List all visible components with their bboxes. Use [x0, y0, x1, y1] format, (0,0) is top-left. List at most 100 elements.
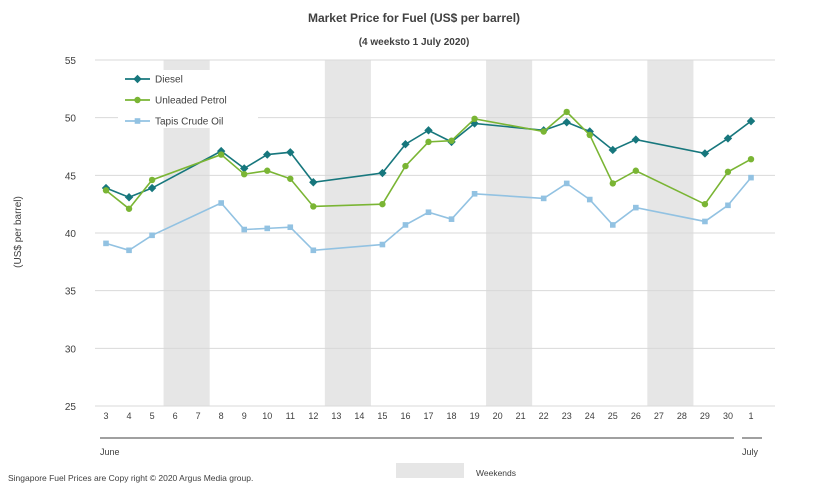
data-point: [379, 241, 386, 248]
data-point: [633, 204, 639, 211]
data-point: [102, 187, 110, 194]
x-tick-label: 24: [585, 411, 595, 421]
data-point: [563, 108, 570, 116]
month-label: June: [100, 447, 120, 457]
copyright-note: Singapore Fuel Prices are Copy right © 2…: [8, 473, 253, 483]
month-label: July: [742, 447, 759, 457]
data-point: [147, 183, 157, 193]
x-tick-label: 25: [608, 411, 618, 421]
x-tick-label: 13: [331, 411, 341, 421]
x-tick-label: 12: [308, 411, 318, 421]
data-point: [701, 200, 709, 208]
data-point: [241, 170, 248, 178]
data-point: [264, 225, 271, 232]
x-tick-label: 17: [423, 411, 433, 421]
data-point: [310, 247, 317, 254]
data-point: [134, 118, 141, 124]
data-point: [287, 175, 294, 182]
data-point: [631, 135, 641, 144]
x-tick-label: 22: [539, 411, 549, 421]
y-tick-label: 45: [65, 171, 77, 182]
x-tick-label: 28: [677, 411, 687, 421]
x-tick-label: 16: [400, 411, 410, 421]
data-point: [287, 224, 294, 231]
data-point: [448, 137, 455, 144]
legend-label: Diesel: [155, 75, 183, 86]
data-point: [724, 168, 732, 176]
x-tick-label: 20: [493, 411, 503, 421]
data-point: [723, 134, 733, 143]
x-tick-label: 10: [262, 411, 272, 421]
data-point: [540, 195, 547, 202]
data-point: [448, 216, 455, 222]
x-tick-label: 19: [470, 411, 480, 421]
data-point: [241, 226, 248, 233]
x-tick-label: 27: [654, 411, 664, 421]
data-point: [609, 180, 616, 187]
data-point: [700, 149, 710, 158]
weekends-legend-label: Weekends: [476, 468, 516, 478]
data-point: [378, 168, 387, 178]
data-point: [702, 218, 708, 225]
legend-label: Unleaded Petrol: [155, 96, 227, 107]
weekends-legend-swatch: [396, 463, 464, 478]
data-point: [133, 74, 142, 84]
chart-title: Market Price for Fuel (US$ per barrel): [308, 11, 520, 25]
data-point: [286, 148, 295, 157]
data-point: [471, 115, 478, 123]
data-point: [126, 247, 132, 254]
data-point: [401, 139, 410, 149]
data-point: [748, 174, 754, 181]
data-point: [402, 222, 409, 228]
data-point: [609, 222, 616, 228]
data-point: [309, 178, 318, 187]
data-point: [425, 138, 432, 146]
data-point: [240, 164, 249, 173]
data-point: [746, 116, 756, 126]
x-tick-label: 9: [242, 411, 247, 421]
data-point: [217, 151, 225, 158]
data-point: [425, 209, 432, 216]
data-point: [103, 240, 109, 247]
data-point: [470, 119, 479, 128]
x-tick-label: 23: [562, 411, 572, 421]
data-point: [402, 162, 409, 170]
x-tick-label: 4: [127, 411, 132, 421]
x-tick-label: 6: [173, 411, 178, 421]
data-point: [563, 180, 570, 187]
chart-subtitle: (4 weeksto 1 July 2020): [359, 37, 470, 48]
data-point: [134, 96, 141, 104]
data-point: [310, 203, 317, 210]
x-tick-label: 21: [516, 411, 526, 421]
x-tick-label: 11: [286, 411, 295, 421]
x-tick-label: 15: [377, 411, 387, 421]
x-tick-label: 5: [150, 411, 155, 421]
data-point: [263, 150, 272, 159]
x-tick-label: 8: [219, 411, 224, 421]
y-tick-label: 55: [65, 56, 77, 67]
x-tick-label: 1: [748, 411, 753, 421]
x-tick-label: 29: [700, 411, 710, 421]
data-point: [586, 131, 593, 139]
data-point: [608, 145, 617, 155]
data-point: [471, 190, 478, 197]
x-tick-label: 7: [196, 411, 201, 421]
x-tick-label: 18: [447, 411, 457, 421]
data-point: [424, 126, 433, 135]
y-tick-label: 30: [65, 344, 77, 355]
y-tick-label: 50: [65, 114, 77, 125]
data-point: [379, 200, 386, 208]
y-tick-label: 40: [65, 229, 77, 240]
data-point: [218, 200, 224, 206]
data-point: [540, 128, 547, 135]
legend-label: Tapis Crude Oil: [155, 117, 223, 128]
x-tick-label: 26: [631, 411, 641, 421]
data-point: [562, 118, 571, 127]
y-tick-label: 35: [65, 287, 77, 298]
data-point: [149, 232, 155, 239]
data-point: [148, 176, 156, 184]
data-point: [264, 167, 271, 174]
x-tick-label: 30: [723, 411, 733, 421]
data-point: [586, 196, 593, 203]
